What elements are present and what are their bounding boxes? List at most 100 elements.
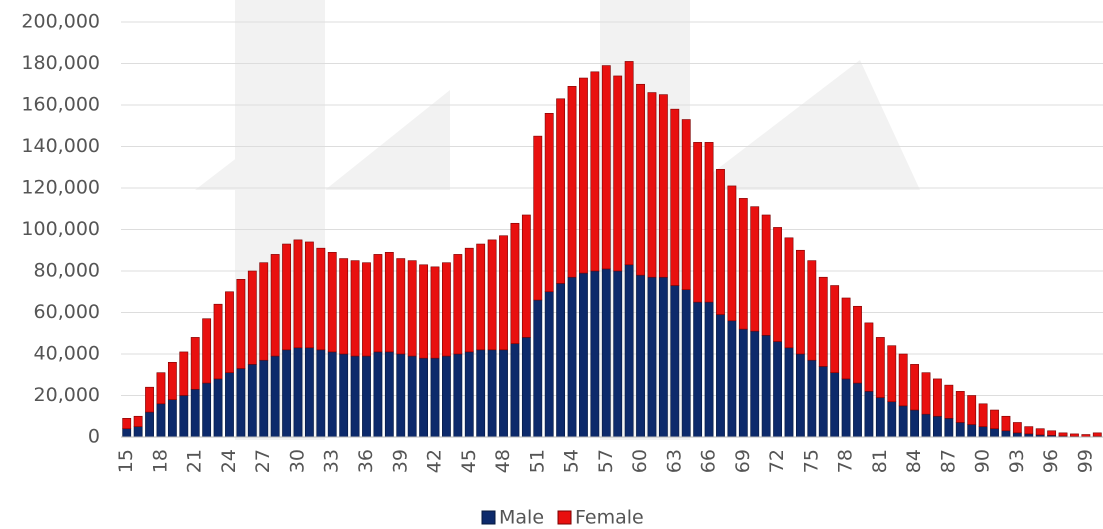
bar-segment — [339, 353, 349, 438]
bar-segment — [613, 270, 623, 438]
bar-segment — [487, 239, 497, 351]
bar-segment — [1012, 422, 1022, 434]
bar-segment — [658, 94, 668, 278]
bar-segment — [225, 372, 234, 438]
bar-segment — [681, 289, 691, 438]
bar-segment — [396, 258, 406, 355]
bar-segment — [316, 247, 326, 351]
bar-segment — [1001, 430, 1011, 438]
bar-segment — [293, 239, 303, 349]
y-tick-label: 200,000 — [21, 11, 100, 33]
bar-segment — [738, 198, 748, 330]
bar-segment — [841, 297, 851, 380]
bar-segment — [990, 428, 999, 438]
bar-segment — [704, 142, 714, 303]
bar-segment — [179, 395, 189, 438]
x-tick-label: 57 — [595, 449, 617, 473]
bar-segment — [499, 349, 508, 438]
bar-segment — [282, 243, 291, 351]
bar-segment — [761, 335, 771, 438]
bar-segment — [978, 403, 988, 427]
bar-segment — [750, 206, 760, 332]
bar-segment — [190, 388, 200, 438]
y-tick-label: 140,000 — [21, 135, 100, 157]
bar-segment — [1012, 432, 1022, 438]
bar-segment — [533, 299, 543, 438]
x-tick-label: 87 — [937, 449, 959, 473]
x-tick-label: 42 — [424, 449, 446, 473]
bar-segment — [510, 222, 520, 344]
y-tick-label: 60,000 — [34, 301, 100, 323]
bar-segment — [122, 418, 132, 430]
bar-segment — [955, 391, 965, 423]
legend-swatch — [481, 510, 496, 525]
bar-segment — [1035, 428, 1045, 436]
bar-segment — [327, 351, 337, 438]
x-tick-label: 90 — [972, 449, 994, 473]
bar-segment — [213, 303, 223, 380]
bar-segment — [556, 98, 566, 284]
x-tick-label: 54 — [561, 449, 583, 473]
bar-segment — [727, 185, 737, 322]
bar-segment — [898, 353, 908, 407]
bar-segment — [316, 349, 326, 438]
bar-segment — [670, 108, 680, 286]
bar-segment — [190, 337, 200, 390]
bar-segment — [304, 347, 314, 438]
bar-segment — [487, 349, 497, 438]
bar-segment — [864, 322, 874, 392]
x-tick-label: 15 — [115, 449, 137, 473]
bar-segment — [875, 337, 885, 398]
bar-segment — [933, 415, 942, 438]
x-tick-label: 27 — [252, 449, 274, 473]
bar-segment — [624, 264, 634, 438]
y-tick-label: 0 — [88, 426, 100, 448]
x-tick-label: 96 — [1040, 449, 1062, 473]
bar-segment — [579, 272, 588, 438]
bar-segment — [795, 353, 805, 438]
bar-segment — [464, 247, 474, 353]
bar-segment — [830, 285, 840, 373]
x-tick-label: 33 — [321, 449, 343, 473]
bar-segment — [1024, 426, 1034, 435]
bar-segment — [967, 395, 977, 425]
x-tick-label: 24 — [218, 449, 240, 473]
bar-segment — [521, 337, 531, 438]
bar-segment — [442, 355, 451, 438]
bar-segment — [544, 113, 554, 293]
bar-segment — [259, 359, 269, 438]
bar-segment — [453, 254, 463, 355]
y-tick-label: 100,000 — [21, 218, 100, 240]
bar-segment — [647, 92, 657, 278]
bar-segment — [921, 413, 931, 438]
bar-segment — [167, 361, 177, 400]
bar-segment — [544, 291, 554, 438]
bar-segment — [453, 353, 463, 438]
x-tick-label: 30 — [286, 449, 308, 473]
legend-swatch — [557, 510, 572, 525]
bar-segment — [430, 357, 440, 438]
bar-segment — [133, 426, 143, 438]
x-tick-label: 60 — [629, 449, 651, 473]
bar-segment — [282, 349, 291, 438]
bar-segment — [601, 268, 611, 438]
bar-segment — [567, 86, 577, 278]
bar-segment — [818, 366, 828, 438]
legend-label: Male — [499, 507, 544, 529]
bar-segment — [738, 328, 748, 438]
bar-segment — [521, 214, 531, 338]
x-tick-label: 93 — [1006, 449, 1028, 473]
bar-segment — [1058, 432, 1068, 437]
bar-segment — [681, 119, 691, 290]
bar-segment — [887, 401, 897, 438]
x-tick-label: 99 — [1074, 449, 1096, 473]
x-tick-label: 66 — [698, 449, 720, 473]
bar-segment — [442, 262, 451, 357]
bar-segment — [533, 135, 543, 301]
bar-segment — [567, 276, 577, 438]
x-tick-label: 75 — [800, 449, 822, 473]
bar-segment — [693, 301, 703, 438]
bar-segment — [613, 75, 623, 272]
bar-segment — [590, 270, 600, 438]
x-tick-label: 51 — [526, 449, 548, 473]
